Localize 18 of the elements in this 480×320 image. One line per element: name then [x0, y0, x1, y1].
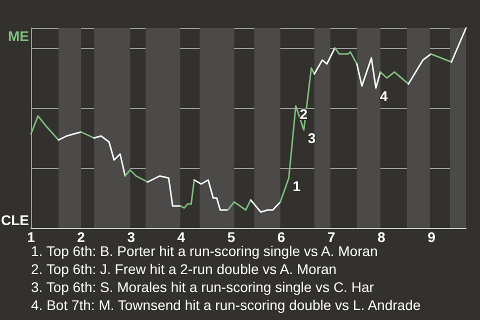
annotation: 3 — [308, 130, 316, 146]
x-tick-label: 4 — [177, 229, 186, 245]
annotation: 4 — [380, 88, 388, 104]
annotation: 1 — [292, 178, 301, 194]
x-tick-label: 2 — [77, 229, 86, 245]
text: 4. Bot 7th: M. Townsend hit a run-scoring double vs L. Andrade — [31, 297, 421, 313]
x-tick-label: 1 — [27, 229, 36, 245]
x-tick-label: 9 — [428, 229, 436, 245]
x-tick-label: 8 — [378, 229, 386, 245]
x-tick-label: 6 — [277, 229, 286, 245]
text: 2. Top 6th: J. Frew hit a 2-run double vs A. Moran — [31, 261, 337, 277]
x-tick-label: 5 — [227, 229, 236, 245]
text: 1. Top 6th: B. Porter hit a run-scoring single vs A. Moran — [31, 243, 378, 259]
text: 3. Top 6th: S. Morales hit a run-scoring single vs C. Har — [31, 279, 374, 295]
x-tick-label: 7 — [327, 229, 336, 245]
text: CLE — [1, 212, 29, 228]
text: ME — [8, 28, 29, 44]
x-tick-label: 3 — [127, 229, 136, 245]
